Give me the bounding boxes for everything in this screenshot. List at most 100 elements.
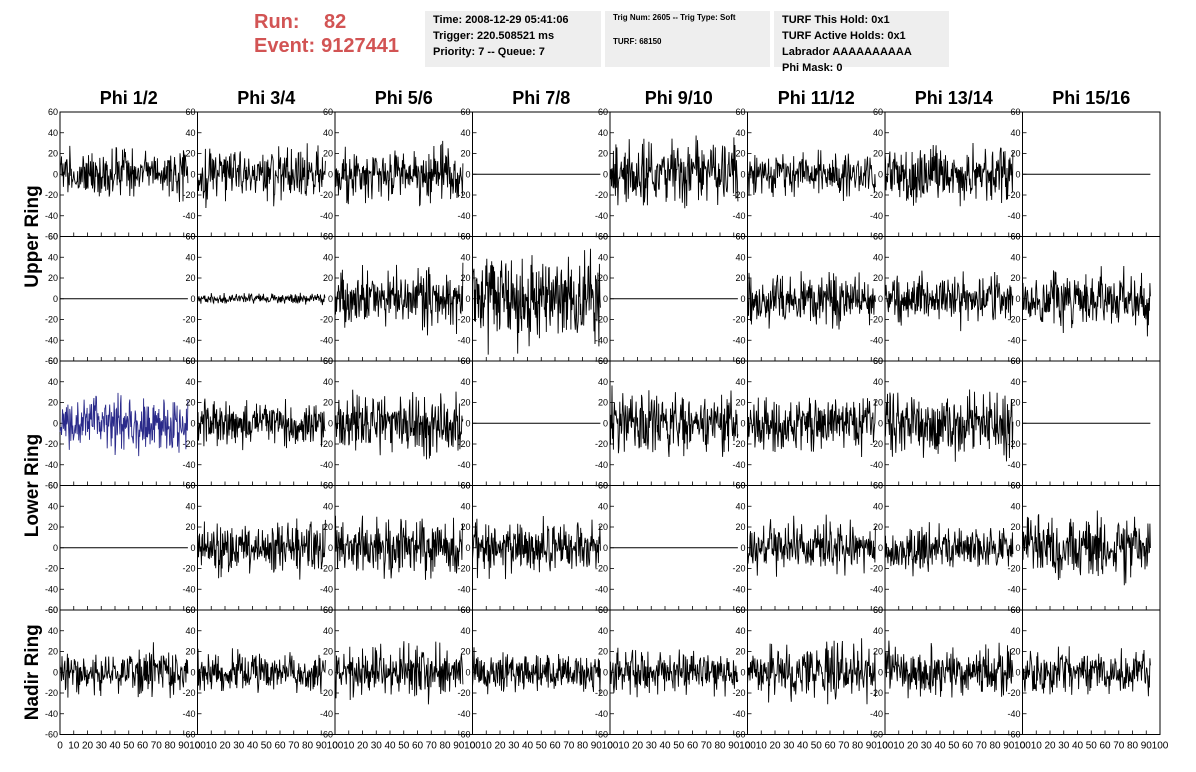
- y-tick-label: -20: [182, 439, 195, 449]
- y-tick-label: 20: [598, 647, 608, 657]
- y-tick-label: 0: [190, 169, 195, 179]
- y-tick-label: 60: [323, 605, 333, 615]
- x-tick-label: 70: [151, 741, 163, 752]
- y-tick-label: -40: [457, 211, 470, 221]
- y-tick-label: -40: [595, 335, 608, 345]
- y-tick-label: -20: [457, 688, 470, 698]
- y-tick-label: 40: [598, 128, 608, 138]
- y-tick-label: 40: [735, 501, 745, 511]
- y-tick-label: 60: [873, 481, 883, 491]
- y-tick-label: 40: [598, 501, 608, 511]
- y-tick-label: 40: [1010, 128, 1020, 138]
- y-tick-label: -20: [870, 564, 883, 574]
- x-tick-label: 40: [109, 741, 121, 752]
- x-tick-label: 30: [783, 741, 795, 752]
- y-tick-label: -40: [1007, 709, 1020, 719]
- y-tick-label: 0: [1015, 543, 1020, 553]
- y-tick-label: 40: [873, 252, 883, 262]
- y-tick-label: 20: [323, 398, 333, 408]
- y-tick-label: 40: [323, 377, 333, 387]
- x-tick-label: 70: [701, 741, 713, 752]
- waveform-trace: [334, 515, 464, 580]
- y-tick-label: 40: [598, 377, 608, 387]
- y-tick-label: -20: [45, 439, 58, 449]
- y-tick-label: 60: [460, 107, 470, 117]
- y-tick-label: 40: [1010, 252, 1020, 262]
- x-tick-label: 40: [659, 741, 671, 752]
- x-tick-label: 60: [137, 741, 149, 752]
- y-tick-label: -40: [595, 211, 608, 221]
- y-tick-label: -20: [595, 190, 608, 200]
- y-tick-label: 40: [735, 252, 745, 262]
- y-tick-label: 60: [185, 605, 195, 615]
- waveform-trace: [59, 642, 189, 699]
- x-tick-label: 20: [219, 741, 231, 752]
- waveform-trace: [609, 647, 739, 698]
- y-tick-label: 0: [328, 543, 333, 553]
- x-tick-label: 0: [470, 741, 476, 752]
- y-tick-label: -60: [45, 232, 58, 242]
- y-tick-label: -20: [45, 688, 58, 698]
- y-tick-label: 60: [323, 107, 333, 117]
- y-tick-label: -40: [320, 211, 333, 221]
- y-tick-label: 40: [1010, 501, 1020, 511]
- y-tick-label: 40: [185, 377, 195, 387]
- y-tick-label: -40: [182, 335, 195, 345]
- x-tick-label: 60: [962, 741, 974, 752]
- turf-active-holds-text: TURF Active Holds: 0x1: [782, 30, 906, 42]
- x-tick-label: 30: [646, 741, 658, 752]
- y-tick-label: -20: [457, 315, 470, 325]
- y-tick-label: -20: [182, 190, 195, 200]
- column-header: Phi 15/16: [1052, 88, 1130, 108]
- time-info-box: Time: 2008-12-29 05:41:06 Trigger: 220.5…: [425, 11, 601, 67]
- y-tick-label: 40: [323, 128, 333, 138]
- x-tick-label: 20: [769, 741, 781, 752]
- y-tick-label: 60: [735, 107, 745, 117]
- y-tick-label: 60: [873, 605, 883, 615]
- y-tick-label: 60: [1010, 107, 1020, 117]
- labrador-text: Labrador AAAAAAAAAA: [782, 46, 912, 58]
- y-tick-label: 60: [1010, 232, 1020, 242]
- x-tick-label: 70: [563, 741, 575, 752]
- y-tick-label: 60: [598, 605, 608, 615]
- waveform-trace: [1022, 510, 1151, 586]
- y-tick-label: -20: [595, 315, 608, 325]
- waveform-trace: [747, 514, 876, 577]
- x-tick-label: 0: [332, 741, 338, 752]
- y-tick-label: 60: [873, 356, 883, 366]
- y-tick-label: -20: [457, 564, 470, 574]
- y-tick-label: 60: [48, 232, 58, 242]
- y-tick-label: 0: [1015, 667, 1020, 677]
- x-tick-label: 80: [714, 741, 726, 752]
- y-tick-label: -40: [1007, 211, 1020, 221]
- y-tick-label: 40: [873, 626, 883, 636]
- x-tick-label: 0: [1020, 741, 1026, 752]
- x-tick-label: 10: [481, 741, 493, 752]
- y-tick-label: 20: [598, 398, 608, 408]
- y-tick-label: -40: [595, 584, 608, 594]
- y-tick-label: -20: [870, 688, 883, 698]
- y-tick-label: 60: [185, 481, 195, 491]
- y-tick-label: -60: [320, 730, 333, 740]
- y-tick-label: 40: [48, 501, 58, 511]
- y-tick-label: 40: [460, 626, 470, 636]
- y-tick-label: -40: [320, 584, 333, 594]
- y-tick-label: 40: [598, 626, 608, 636]
- column-header: Phi 11/12: [778, 88, 855, 108]
- waveform-trace: [1022, 646, 1151, 697]
- x-tick-label: 90: [453, 741, 465, 752]
- y-tick-label: 60: [1010, 356, 1020, 366]
- y-tick-label: 40: [735, 377, 745, 387]
- y-tick-label: 20: [323, 273, 333, 283]
- y-tick-label: -60: [45, 356, 58, 366]
- x-tick-label: 80: [302, 741, 314, 752]
- y-tick-label: 60: [735, 356, 745, 366]
- y-tick-label: -40: [45, 709, 58, 719]
- row-group-label: Nadir Ring: [22, 624, 43, 720]
- y-tick-label: 60: [1010, 605, 1020, 615]
- turf-text: TURF: 68150: [613, 37, 662, 46]
- x-tick-label: 50: [123, 741, 135, 752]
- y-tick-label: 60: [323, 356, 333, 366]
- y-tick-label: 40: [48, 626, 58, 636]
- y-tick-label: 60: [185, 356, 195, 366]
